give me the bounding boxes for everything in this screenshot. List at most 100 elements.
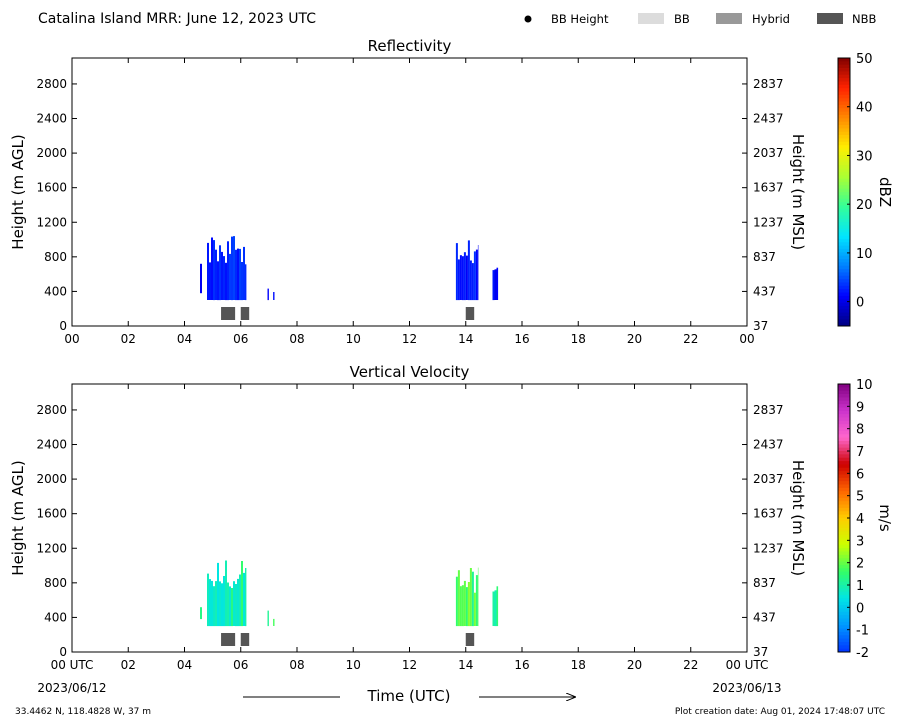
colorbar-band bbox=[838, 605, 850, 609]
x-tick-label: 08 bbox=[289, 658, 304, 672]
y-tick-label-right: 437 bbox=[753, 284, 776, 298]
legend-bb-label: BB bbox=[674, 12, 690, 26]
echo-column bbox=[215, 249, 217, 300]
y-tick-label-right: 1237 bbox=[753, 541, 784, 555]
colorbar-band bbox=[838, 302, 850, 307]
colorbar-band bbox=[838, 91, 850, 96]
y-tick-label-right: 37 bbox=[753, 319, 768, 333]
colorbar-band bbox=[838, 292, 850, 297]
colorbar-band bbox=[838, 165, 850, 169]
header-legend: BB Height BB Hybrid NBB bbox=[524, 12, 876, 26]
echo-column bbox=[461, 256, 464, 301]
colorbar-band bbox=[838, 275, 850, 280]
echo-column bbox=[213, 240, 215, 301]
colorbar: 0 10 20 30 40 50 dBZ bbox=[837, 52, 894, 327]
x-tick-label: 16 bbox=[514, 332, 529, 346]
colorbar-band bbox=[838, 420, 850, 425]
y-tick-label-right: 2037 bbox=[753, 472, 784, 486]
colorbar-band bbox=[838, 185, 850, 190]
echo-column bbox=[200, 607, 202, 620]
colorbar-tick-label: 2 bbox=[856, 557, 864, 572]
colorbar-band bbox=[838, 104, 850, 109]
colorbar-band bbox=[838, 242, 850, 246]
colorbar-band bbox=[838, 621, 850, 626]
y-axis-label: Height (m AGL) bbox=[9, 460, 27, 575]
colorbar-band bbox=[838, 215, 850, 220]
colorbar-band bbox=[838, 487, 850, 492]
y-tick-label: 1200 bbox=[36, 541, 67, 555]
colorbar-band bbox=[838, 245, 850, 250]
echo-column bbox=[473, 592, 476, 626]
x-tick-label: 06 bbox=[233, 658, 248, 672]
colorbar-band bbox=[838, 444, 850, 449]
echo-column bbox=[209, 579, 211, 627]
colorbar-band bbox=[838, 427, 850, 432]
legend-hybrid-swatch bbox=[716, 13, 742, 24]
colorbar-band bbox=[838, 635, 850, 639]
colorbar-band bbox=[838, 534, 850, 539]
colorbar-band bbox=[838, 108, 850, 112]
colorbar-tick-label: 4 bbox=[856, 512, 864, 527]
echo-column bbox=[245, 568, 247, 627]
colorbar-band bbox=[838, 400, 850, 405]
echo-column bbox=[267, 288, 269, 301]
echo-column bbox=[217, 562, 219, 627]
y-tick-label: 2000 bbox=[36, 146, 67, 160]
colorbar-band bbox=[838, 417, 850, 422]
echo-column bbox=[235, 249, 237, 301]
echo-column bbox=[469, 260, 472, 301]
echo-column bbox=[227, 241, 229, 301]
colorbar-band bbox=[838, 631, 850, 636]
colorbar-band bbox=[838, 252, 850, 257]
echo-column bbox=[239, 574, 241, 627]
colorbar-band bbox=[838, 94, 850, 99]
y-tick-label: 0 bbox=[59, 319, 67, 333]
echo-column bbox=[457, 259, 460, 301]
y-tick-label-right: 2437 bbox=[753, 438, 784, 452]
colorbar-frame bbox=[837, 57, 851, 327]
echo-column bbox=[267, 610, 269, 627]
y-tick-label: 2400 bbox=[36, 438, 67, 452]
y-tick-label-right: 1637 bbox=[753, 181, 784, 195]
colorbar-band bbox=[838, 434, 850, 438]
legend-bb-swatch bbox=[638, 13, 664, 24]
colorbar-band bbox=[838, 571, 850, 576]
echo-column bbox=[475, 249, 478, 301]
x-tick-label: 04 bbox=[177, 658, 192, 672]
x-tick-label: 10 bbox=[346, 332, 361, 346]
colorbar-band bbox=[838, 595, 850, 599]
colorbar-band bbox=[838, 195, 850, 200]
colorbar-band bbox=[838, 315, 850, 320]
plot-frame bbox=[71, 383, 748, 653]
colorbar-band bbox=[838, 111, 850, 116]
colorbar-band bbox=[838, 141, 850, 146]
echo-column bbox=[463, 252, 466, 301]
x-tick-label: 14 bbox=[458, 658, 473, 672]
colorbar-band bbox=[838, 81, 850, 86]
colorbar-band bbox=[838, 544, 850, 549]
y-tick-label-right: 837 bbox=[753, 576, 776, 590]
colorbar-band bbox=[838, 541, 850, 546]
colorbar-band bbox=[838, 551, 850, 556]
echo-column bbox=[215, 581, 217, 627]
colorbar-band bbox=[838, 78, 850, 82]
colorbar-band bbox=[838, 568, 850, 572]
colorbar-band bbox=[838, 414, 850, 418]
colorbar-band bbox=[838, 618, 850, 623]
colorbar-band bbox=[838, 68, 850, 72]
panel-title: Vertical Velocity bbox=[350, 363, 470, 381]
colorbar-band bbox=[838, 135, 850, 139]
y-tick-label: 800 bbox=[44, 576, 67, 590]
colorbar-band bbox=[838, 151, 850, 156]
y-tick-label: 0 bbox=[59, 645, 67, 659]
echo-column bbox=[229, 586, 231, 627]
colorbar-band bbox=[838, 625, 850, 629]
colorbar-band bbox=[838, 394, 850, 398]
echo-column bbox=[471, 263, 474, 301]
x-tick-label: 08 bbox=[289, 332, 304, 346]
x-tick-label: 00 bbox=[739, 332, 754, 346]
colorbar-band bbox=[838, 638, 850, 643]
echo-column bbox=[209, 262, 211, 300]
colorbar-band bbox=[838, 404, 850, 408]
